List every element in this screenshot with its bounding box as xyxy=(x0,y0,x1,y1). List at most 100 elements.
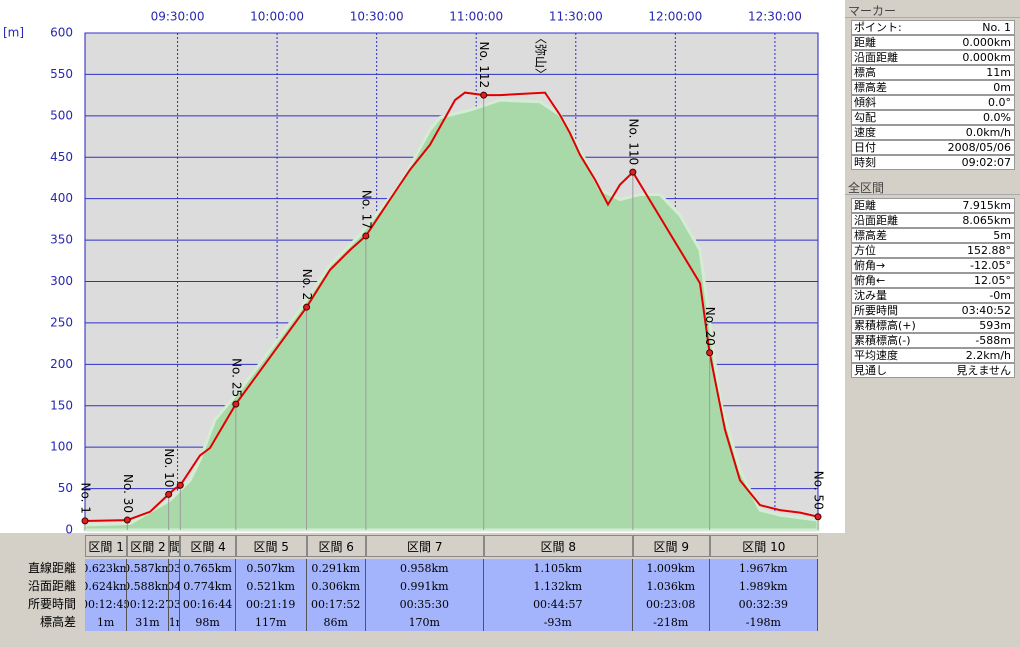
point-marker xyxy=(629,168,637,176)
info-label: 累積標高(-) xyxy=(854,334,911,347)
point-label: No. 110 xyxy=(626,119,640,166)
info-row: 所要時間 03:40:52 xyxy=(851,303,1015,318)
info-label: 標高差 xyxy=(854,81,887,94)
info-value: 0.000km xyxy=(962,36,1011,49)
point-label: No. 10 xyxy=(162,448,176,487)
profile-chart: [m] 0 50 100 150 200 250 300 350 400 450 500 550 600… xyxy=(0,10,845,647)
section-cell: -93m xyxy=(483,613,633,631)
section-cell: 170m xyxy=(365,613,484,631)
info-value: -0m xyxy=(989,289,1011,302)
section-cell: 117m xyxy=(235,613,307,631)
annotation: 〈弥山〉 xyxy=(533,32,548,80)
section-cell: 00:44:57 xyxy=(483,595,633,613)
point-marker xyxy=(123,516,131,524)
section-cell: 00:16:44 xyxy=(180,595,236,613)
info-label: 見通し xyxy=(854,364,887,377)
info-label: 傾斜 xyxy=(854,96,876,109)
y-tick-label: 400 xyxy=(50,191,73,205)
y-tick-label: 250 xyxy=(50,315,73,329)
info-value: 0.0° xyxy=(988,96,1011,109)
section-cell: 0.623km xyxy=(85,559,128,577)
point-label: No. 112 xyxy=(477,41,491,88)
x-tick-label: 11:30:00 xyxy=(549,10,603,24)
x-tick-label: 09:30:00 xyxy=(151,10,205,24)
section-cell: 0.588km xyxy=(127,577,169,595)
info-value: -12.05° xyxy=(970,259,1011,272)
point-marker xyxy=(706,349,714,357)
info-label: 沈み量 xyxy=(854,289,887,302)
point-label: No. 20 xyxy=(703,307,717,346)
section-header: 区間 2 xyxy=(127,535,169,557)
info-row: 距離 0.000km xyxy=(851,35,1015,50)
section-cell: 31m xyxy=(127,613,169,631)
y-tick-label: 350 xyxy=(50,233,73,247)
section-cell: 00:23:08 xyxy=(632,595,710,613)
section-cell: 0.587km xyxy=(127,559,169,577)
point-marker xyxy=(81,517,89,525)
info-label: 俯角→ xyxy=(854,259,886,272)
section-cell: 00:35:30 xyxy=(365,595,484,613)
section-cell: 0.521km xyxy=(235,577,307,595)
info-label: 累積標高(+) xyxy=(854,319,916,332)
info-label: 標高 xyxy=(854,66,876,79)
info-value: 593m xyxy=(979,319,1011,332)
info-row: 俯角← 12.05° xyxy=(851,273,1015,288)
section-cell: 00:17:52 xyxy=(306,595,366,613)
info-value: 2008/05/06 xyxy=(947,141,1011,154)
info-value: 03:40:52 xyxy=(961,304,1011,317)
section-cell: 0.306km xyxy=(306,577,366,595)
info-value: 0m xyxy=(993,81,1011,94)
side-panel: マーカー ポイント: No. 1 距離 0.000km 沿面距離 0.000km 標高 11m 標… xyxy=(845,0,1020,647)
row-label: 所要時間 xyxy=(27,597,76,611)
info-row: 標高差 5m xyxy=(851,228,1015,243)
y-tick-label: 300 xyxy=(50,274,73,288)
y-tick-label: 600 xyxy=(50,26,73,40)
info-row: ポイント: No. 1 xyxy=(851,20,1015,35)
panel-title: 全区間 xyxy=(845,179,1020,195)
section-cell: 00:32:39 xyxy=(709,595,818,613)
point-marker xyxy=(232,400,240,408)
section-cell: -198m xyxy=(709,613,818,631)
info-label: 沿面距離 xyxy=(854,51,898,64)
y-tick-label: 0 xyxy=(65,523,73,537)
x-tick-label: 10:30:00 xyxy=(350,10,404,24)
info-value: -588m xyxy=(975,334,1011,347)
info-value: 11m xyxy=(986,66,1011,79)
y-unit: [m] xyxy=(3,26,24,40)
info-value: 0.000km xyxy=(962,51,1011,64)
section-cell: 0.991km xyxy=(365,577,484,595)
info-label: 日付 xyxy=(854,141,876,154)
section-cell: 1m xyxy=(85,613,128,631)
section-header: 区間 3 xyxy=(168,535,181,557)
info-label: 速度 xyxy=(854,126,876,139)
section-header: 区間 10 xyxy=(709,535,818,557)
panel-title: マーカー xyxy=(845,2,1020,18)
section-cell: 0.103km xyxy=(168,559,181,577)
info-value: 7.915km xyxy=(962,199,1011,212)
point-marker xyxy=(480,91,488,99)
info-value: 2.2km/h xyxy=(965,349,1011,362)
info-row: 累積標高(+) 593m xyxy=(851,318,1015,333)
info-value: 09:02:07 xyxy=(961,156,1011,169)
info-value: 152.88° xyxy=(967,244,1011,257)
info-label: 距離 xyxy=(854,199,876,212)
info-label: 勾配 xyxy=(854,111,876,124)
info-row: 平均速度 2.2km/h xyxy=(851,348,1015,363)
point-marker xyxy=(303,303,311,311)
y-tick-label: 200 xyxy=(50,357,73,371)
info-label: 時刻 xyxy=(854,156,876,169)
y-tick-label: 550 xyxy=(50,67,73,81)
info-label: ポイント: xyxy=(854,21,902,34)
info-value: 5m xyxy=(993,229,1011,242)
info-row: 距離 7.915km xyxy=(851,198,1015,213)
y-tick-label: 500 xyxy=(50,108,73,122)
section-cell: 98m xyxy=(180,613,236,631)
point-label: No. 25 xyxy=(229,358,243,397)
section-header: 区間 7 xyxy=(365,535,484,557)
row-label: 標高差 xyxy=(39,615,76,629)
section-cell: 0.104km xyxy=(168,577,181,595)
info-row: 沈み量 -0m xyxy=(851,288,1015,303)
x-tick-label: 12:00:00 xyxy=(648,10,702,24)
info-label: 標高差 xyxy=(854,229,887,242)
